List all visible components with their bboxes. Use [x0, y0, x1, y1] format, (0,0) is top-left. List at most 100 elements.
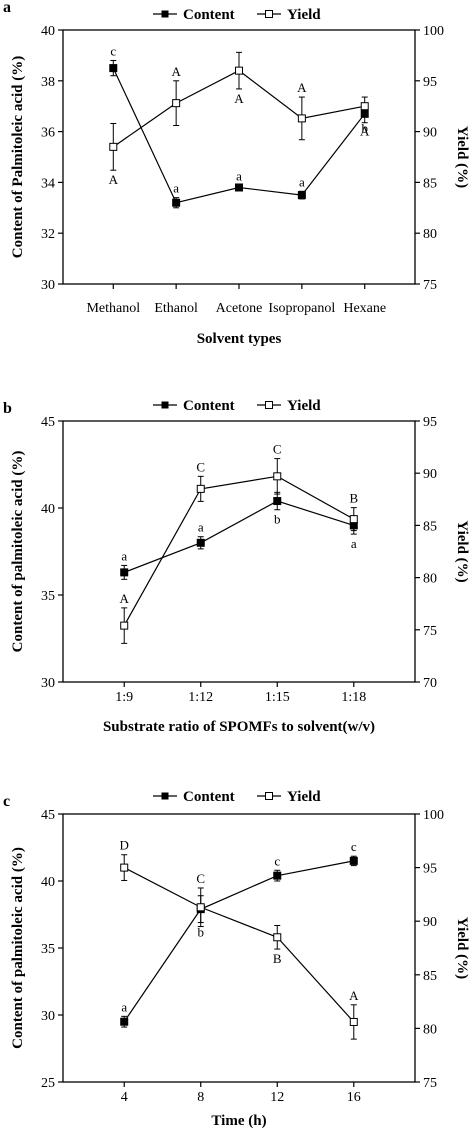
y-tick-label: 34: [41, 176, 55, 191]
y-tick-label: 30: [41, 676, 55, 691]
data-point-content: [297, 191, 306, 200]
data-point-yield: [273, 933, 282, 942]
significance-label-yield: A: [120, 591, 130, 606]
y2-tick-label: 75: [423, 624, 437, 639]
data-point-content: [120, 568, 129, 577]
data-point-yield: [172, 99, 181, 108]
legend-marker-yield: [265, 792, 273, 800]
x-tick-label: Ethanol: [154, 301, 198, 316]
data-point-content: [109, 64, 118, 73]
data-point-content: [196, 538, 205, 547]
y2-tick-label: 95: [423, 862, 437, 877]
legend-label-content: Content: [183, 398, 235, 414]
significance-label-content: b: [197, 925, 204, 940]
x-axis-title: Substrate ratio of SPOMFs to solvent(w/v…: [103, 719, 375, 735]
y-tick-label: 45: [41, 415, 55, 430]
legend-marker-yield: [265, 401, 273, 409]
legend-label-yield: Yield: [287, 7, 321, 23]
y-tick-label: 30: [41, 278, 55, 293]
data-point-content: [273, 871, 282, 880]
legend-marker-yield: [265, 10, 273, 18]
significance-label-yield: B: [273, 951, 282, 966]
y2-tick-label: 100: [423, 24, 444, 39]
y2-tick-label: 85: [423, 176, 437, 191]
significance-label-content: a: [198, 520, 204, 535]
y-tick-label: 40: [41, 24, 55, 39]
data-point-content: [235, 183, 243, 192]
significance-label-yield: B: [349, 491, 358, 506]
significance-label-content: c: [110, 43, 116, 58]
legend-label-content: Content: [183, 789, 235, 805]
y-tick-label: 32: [41, 227, 55, 242]
legend-label-yield: Yield: [287, 789, 321, 805]
significance-label-content: a: [121, 548, 127, 563]
panel-label: a: [3, 0, 11, 16]
data-point-yield: [196, 903, 205, 912]
data-point-yield: [297, 114, 306, 123]
legend-marker-content: [161, 10, 169, 18]
data-point-yield: [349, 515, 358, 524]
significance-label-yield: A: [234, 91, 244, 106]
plot-frame: [62, 420, 416, 683]
chart-panel-b: b 30 35 40 45 70 75 80 85 90 95 1:9 1:12 1:15 1:18 Subs…: [3, 398, 470, 735]
y2-axis-title: Yield (%): [454, 917, 470, 979]
x-tick-label: 1:15: [265, 690, 290, 705]
x-tick-label: 1:9: [115, 690, 133, 705]
significance-label-yield: C: [196, 871, 205, 886]
legend-label-yield: Yield: [287, 398, 321, 414]
y2-axis-title: Yield (%): [454, 520, 470, 582]
y2-tick-label: 95: [423, 75, 437, 90]
x-tick-label: 16: [347, 1090, 361, 1105]
significance-label-content: c: [351, 839, 357, 854]
data-point-content: [349, 856, 358, 865]
legend-label-content: Content: [183, 7, 235, 23]
y-tick-label: 25: [41, 1076, 55, 1091]
y2-tick-label: 80: [423, 572, 437, 587]
data-point-content: [172, 198, 181, 207]
y2-axis-title: Yield (%): [454, 126, 470, 188]
y-tick-label: 45: [41, 808, 55, 823]
y-tick-label: 35: [41, 589, 55, 604]
significance-label-content: b: [361, 121, 368, 136]
y-tick-label: 30: [41, 1009, 55, 1024]
data-point-yield: [360, 102, 369, 111]
y2-tick-label: 75: [423, 278, 437, 293]
chart-panel-a: a 30 32 34 36 38 40 75 80 85 90 95 100 Methanol Ethano…: [3, 0, 470, 347]
panel-label: c: [3, 793, 10, 810]
y-axis-title: Content of palmitoleic acid (%): [10, 451, 26, 653]
y-tick-label: 40: [41, 502, 55, 517]
y2-tick-label: 90: [423, 467, 437, 482]
y2-tick-label: 100: [423, 808, 444, 823]
significance-label-yield: A: [171, 64, 181, 79]
y2-tick-label: 70: [423, 676, 437, 691]
legend-marker-content: [161, 401, 169, 409]
significance-label-yield: A: [297, 80, 307, 95]
series-line-content: [124, 500, 354, 573]
x-tick-label: 1:18: [341, 690, 366, 705]
significance-label-content: a: [121, 999, 127, 1014]
x-tick-label: Methanol: [86, 301, 140, 316]
x-tick-label: 12: [270, 1090, 284, 1105]
y-tick-label: 38: [41, 75, 55, 90]
significance-label-yield: A: [349, 988, 359, 1003]
x-tick-label: 4: [121, 1090, 128, 1105]
panel-label: b: [3, 400, 12, 417]
y-axis-title: Content of palmitoleic acid (%): [10, 847, 26, 1049]
significance-label-content: a: [236, 168, 242, 183]
data-point-yield: [235, 66, 243, 75]
y2-tick-label: 90: [423, 126, 437, 141]
significance-label-yield: D: [120, 838, 129, 853]
x-axis-title: Time (h): [211, 1113, 266, 1129]
significance-label-content: a: [173, 181, 179, 196]
series-line-yield: [123, 867, 355, 1023]
legend-marker-content: [161, 792, 169, 800]
data-point-yield: [196, 484, 205, 493]
y-tick-label: 40: [41, 875, 55, 890]
significance-label-content: b: [274, 512, 281, 527]
y-axis-title: Content of Palmitoleic acid (%): [10, 56, 26, 258]
data-point-content: [273, 497, 282, 506]
y2-tick-label: 80: [423, 1022, 437, 1037]
y2-tick-label: 75: [423, 1076, 437, 1091]
significance-label-yield: A: [109, 172, 119, 187]
